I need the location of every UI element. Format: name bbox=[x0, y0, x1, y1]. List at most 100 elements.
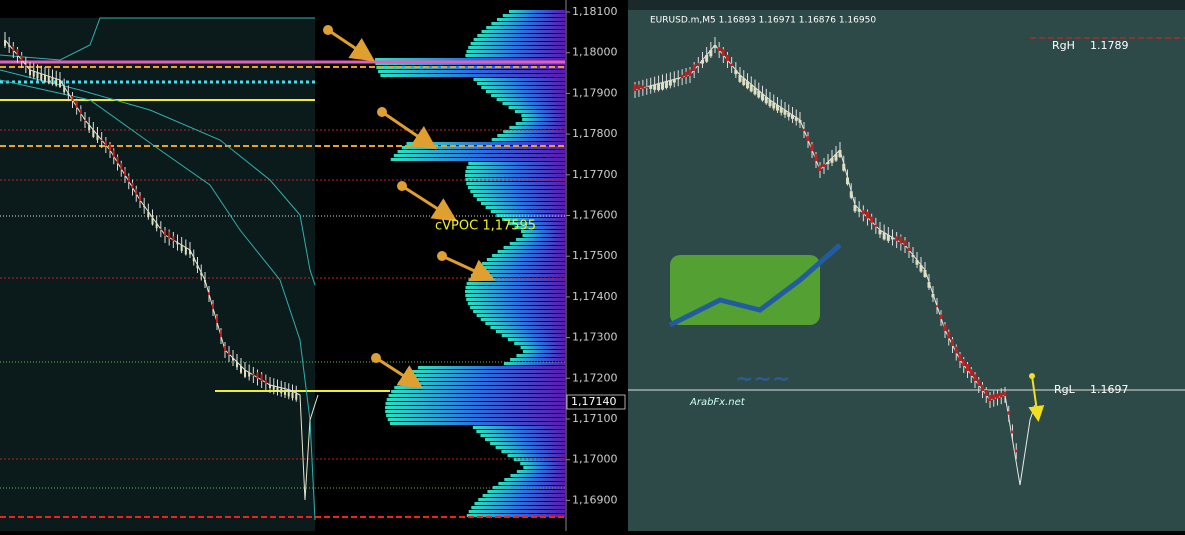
candle bbox=[79, 108, 82, 115]
price-label: 1,18000 bbox=[572, 46, 618, 59]
profile-row bbox=[473, 194, 565, 197]
profile-row bbox=[490, 210, 565, 213]
candle bbox=[104, 140, 107, 146]
profile-row bbox=[508, 10, 565, 13]
price-label: 1,17400 bbox=[572, 290, 618, 303]
candle bbox=[159, 228, 162, 231]
profile-row bbox=[498, 482, 565, 485]
profile-row bbox=[501, 450, 565, 453]
candle bbox=[189, 250, 191, 255]
candle bbox=[783, 110, 787, 115]
profile-row bbox=[465, 54, 565, 57]
candle bbox=[676, 78, 680, 80]
profile-row bbox=[465, 290, 565, 293]
profile-row bbox=[385, 410, 565, 413]
candle bbox=[806, 136, 810, 141]
candle bbox=[637, 84, 641, 90]
rgh-value: 1.1789 bbox=[1090, 39, 1129, 52]
profile-row bbox=[386, 414, 565, 417]
candle bbox=[802, 128, 806, 131]
candle bbox=[931, 294, 935, 298]
candle bbox=[911, 255, 915, 257]
candle bbox=[51, 77, 54, 85]
profile-row bbox=[468, 46, 565, 49]
candle bbox=[1014, 449, 1018, 453]
profile-row bbox=[401, 146, 565, 149]
profile-row bbox=[520, 230, 565, 233]
candle bbox=[100, 139, 103, 141]
candle bbox=[287, 391, 290, 397]
candle bbox=[120, 163, 123, 170]
candle bbox=[886, 235, 890, 241]
candle bbox=[12, 46, 15, 51]
profile-row bbox=[406, 142, 565, 145]
profile-row bbox=[466, 166, 565, 169]
symbol-info: EURUSD.m,M5 1.16893 1.16971 1.16876 1.16… bbox=[650, 16, 876, 26]
profile-row bbox=[496, 98, 565, 101]
profile-row bbox=[491, 138, 565, 141]
profile-row bbox=[468, 510, 565, 513]
candle bbox=[935, 305, 939, 307]
candle bbox=[810, 144, 814, 151]
profile-row bbox=[492, 254, 565, 257]
profile-row bbox=[466, 50, 565, 53]
candle bbox=[764, 96, 768, 104]
candle bbox=[943, 324, 947, 331]
levels bbox=[0, 60, 565, 518]
profile-row bbox=[386, 398, 565, 401]
profile-row bbox=[470, 42, 565, 45]
candle bbox=[999, 392, 1003, 398]
rgh-label: RgH bbox=[1052, 39, 1075, 52]
profile-row bbox=[491, 22, 565, 25]
candle bbox=[280, 388, 283, 394]
candle bbox=[684, 71, 688, 78]
profile-row bbox=[407, 374, 565, 377]
price-label: 1,17700 bbox=[572, 168, 618, 181]
profile-row bbox=[485, 322, 565, 325]
profile-row bbox=[470, 306, 565, 309]
candle bbox=[969, 369, 973, 376]
candle bbox=[866, 211, 869, 219]
candle bbox=[822, 163, 826, 167]
candle bbox=[653, 84, 657, 90]
price-axis bbox=[565, 0, 628, 531]
candle bbox=[645, 86, 649, 88]
candle bbox=[721, 49, 725, 56]
candle bbox=[240, 366, 242, 373]
band-upper bbox=[0, 17, 315, 61]
candles-left bbox=[4, 32, 298, 402]
candle bbox=[992, 394, 996, 400]
candle bbox=[794, 117, 798, 121]
profile-row bbox=[468, 278, 565, 281]
candle bbox=[742, 78, 746, 86]
candle bbox=[295, 393, 298, 400]
candle bbox=[649, 85, 653, 89]
profile-row bbox=[466, 282, 565, 285]
band-mid bbox=[0, 69, 316, 286]
candle bbox=[75, 100, 78, 108]
profile-row bbox=[480, 434, 565, 437]
profile-row bbox=[514, 110, 565, 113]
svg-text:~~~: ~~~ bbox=[735, 367, 790, 392]
profile-row bbox=[466, 182, 565, 185]
candle bbox=[151, 217, 154, 225]
profile-row bbox=[522, 350, 565, 353]
profile-row bbox=[502, 218, 565, 221]
candle bbox=[116, 156, 119, 164]
yellow-arrow bbox=[1028, 375, 1045, 422]
candle bbox=[196, 265, 199, 269]
candle bbox=[112, 150, 115, 158]
candle bbox=[29, 70, 31, 76]
candle bbox=[284, 390, 286, 395]
candle bbox=[176, 242, 179, 245]
profile-row bbox=[486, 26, 565, 29]
profile-row bbox=[513, 458, 565, 461]
profile-row bbox=[378, 70, 565, 73]
candle bbox=[939, 314, 943, 319]
profile-row bbox=[473, 310, 565, 313]
profile-row bbox=[520, 462, 565, 465]
candle bbox=[981, 384, 984, 391]
price-label: 1,17600 bbox=[572, 209, 618, 222]
candle bbox=[861, 210, 865, 215]
profile-row bbox=[502, 14, 565, 17]
